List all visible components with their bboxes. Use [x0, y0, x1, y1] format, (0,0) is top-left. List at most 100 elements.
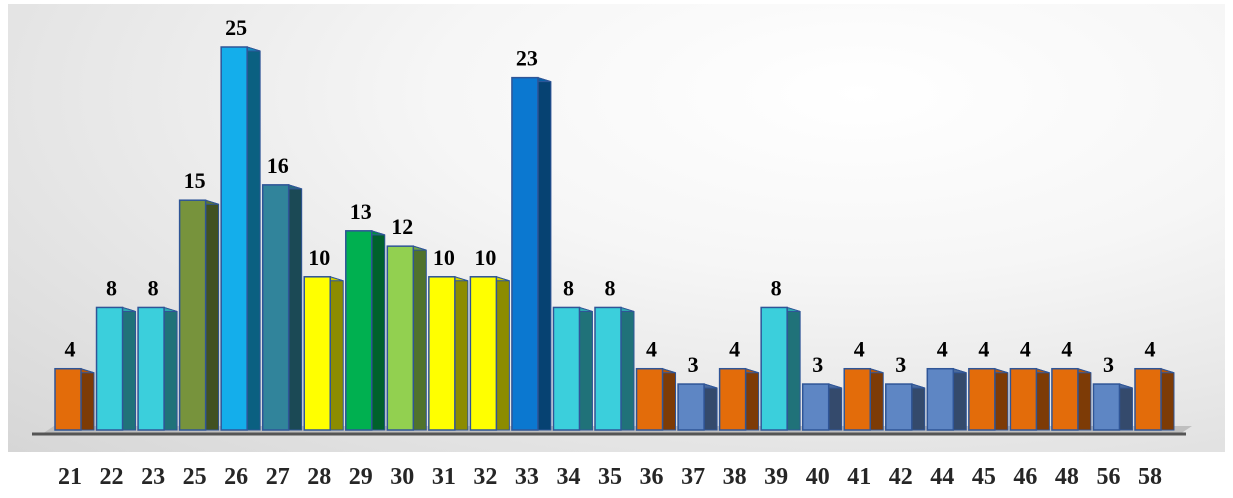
bar-front [760, 306, 788, 431]
bar [718, 367, 760, 431]
bar-side [786, 306, 801, 431]
bar-front [345, 230, 373, 431]
x-tick-label: 32 [473, 464, 497, 490]
data-label: 15 [184, 168, 206, 193]
data-label: 10 [474, 245, 496, 270]
x-tick-label: 26 [224, 464, 248, 490]
bar [95, 306, 137, 431]
bar-front [511, 76, 539, 431]
bar-side [1118, 383, 1133, 431]
bar-front [677, 383, 705, 431]
bar-side [952, 368, 967, 431]
bar-side [745, 368, 760, 431]
bar-front [1092, 383, 1121, 431]
bar-side [994, 368, 1009, 431]
data-label: 12 [391, 214, 413, 239]
x-tick-label: 22 [100, 464, 124, 490]
bar-front [1009, 367, 1038, 431]
data-label: 8 [771, 275, 782, 300]
data-label: 4 [854, 337, 865, 362]
bar-front [469, 276, 498, 431]
bar [552, 306, 593, 431]
bar-side [1160, 368, 1175, 431]
data-label: 4 [646, 337, 657, 362]
bar-side [1035, 368, 1050, 431]
x-tick-label: 58 [1138, 464, 1162, 490]
bar-side [329, 276, 344, 431]
x-tick-label: 36 [640, 464, 664, 490]
bar-front [303, 276, 331, 431]
bar [220, 46, 261, 431]
bar [1051, 367, 1092, 431]
bar-side [869, 368, 884, 431]
bar [885, 383, 926, 431]
bar [677, 383, 718, 431]
bar-side [205, 199, 220, 431]
bar-side [288, 184, 303, 431]
data-label: 4 [1145, 337, 1156, 362]
x-tick-label: 28 [307, 464, 331, 490]
bar [469, 276, 510, 431]
bar [968, 367, 1009, 431]
data-label: 25 [225, 15, 247, 40]
data-label: 8 [148, 275, 159, 300]
data-label: 10 [433, 245, 455, 270]
x-tick-label: 23 [141, 464, 165, 490]
bar-front [261, 184, 290, 431]
bar-side [122, 306, 137, 431]
x-tick-label: 40 [806, 464, 830, 490]
bar-side [246, 46, 261, 431]
bar-front [718, 367, 747, 431]
bar-side [911, 383, 926, 431]
x-tick-label: 48 [1055, 464, 1079, 490]
x-tick-label: 33 [515, 464, 539, 490]
x-tick-label: 56 [1096, 464, 1120, 490]
x-tick-label: 42 [889, 464, 913, 490]
bar [926, 367, 967, 431]
bar-side [495, 276, 510, 431]
data-label: 4 [937, 337, 948, 362]
data-label: 16 [267, 153, 289, 178]
bar [843, 367, 884, 431]
x-tick-label: 31 [432, 464, 456, 490]
x-tick-label: 38 [723, 464, 747, 490]
bar-side [537, 76, 552, 431]
bar-front [137, 306, 165, 431]
bar-front [552, 306, 581, 431]
bar [386, 245, 427, 431]
bar-side [371, 230, 386, 431]
bar [760, 306, 801, 431]
data-label: 4 [978, 337, 989, 362]
data-label: 3 [688, 352, 699, 377]
bar [1009, 367, 1050, 431]
x-tick-label: 29 [349, 464, 373, 490]
data-label: 4 [729, 337, 740, 362]
x-tick-label: 35 [598, 464, 622, 490]
bar-front [843, 367, 871, 431]
x-tick-label: 46 [1013, 464, 1037, 490]
bar [511, 76, 552, 431]
bar-front [95, 306, 124, 431]
x-tick-label: 27 [266, 464, 290, 490]
data-label: 10 [308, 245, 330, 270]
data-label: 4 [65, 337, 76, 362]
data-label: 13 [350, 199, 372, 224]
bar-side [80, 368, 95, 431]
data-label: 3 [1103, 352, 1114, 377]
data-label: 4 [1020, 337, 1031, 362]
bar-side [163, 306, 178, 431]
bar [261, 184, 303, 431]
bar [428, 276, 469, 431]
bar-front [968, 367, 996, 431]
bar-front [594, 306, 622, 431]
bar-side [620, 306, 635, 431]
bar-front [801, 383, 830, 431]
bar [801, 383, 843, 431]
bar-side [703, 383, 718, 431]
bar-front [220, 46, 248, 431]
bar [137, 306, 178, 431]
data-label: 8 [106, 275, 117, 300]
bar-side [578, 306, 593, 431]
data-label: 8 [605, 275, 616, 300]
